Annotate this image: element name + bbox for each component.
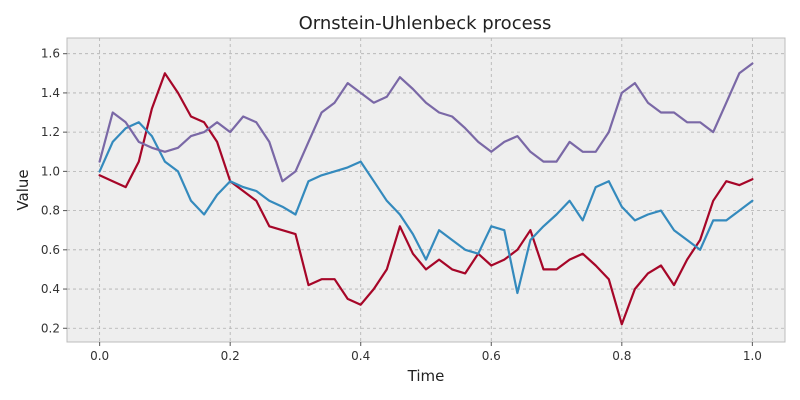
- x-tick-label: 0.8: [612, 349, 631, 363]
- tick-layer: 0.0 0.2 0.4 0.6 0.8 1.0 0.2 0.4 0.6 0.8 1.0 1.2 1.4 1…: [41, 47, 762, 363]
- x-tick-label: 0.0: [90, 349, 109, 363]
- y-tick-label: 1.6: [41, 47, 60, 61]
- x-tick-label: 1.0: [743, 349, 762, 363]
- y-tick-label: 1.0: [41, 164, 60, 178]
- x-tick-label: 0.6: [482, 349, 501, 363]
- plot-area: [66, 37, 786, 343]
- series-layer: [98, 62, 754, 326]
- grid-layer: [67, 38, 785, 342]
- x-tick-label: 0.2: [221, 349, 240, 363]
- chart-title: Ornstein-Uhlenbeck process: [299, 13, 552, 34]
- series-line-2: [98, 121, 754, 295]
- y-tick-label: 1.2: [41, 125, 60, 139]
- series-line-3: [98, 62, 754, 183]
- y-tick-label: 0.8: [41, 204, 60, 218]
- x-tick-label: 0.4: [351, 349, 370, 363]
- x-axis-label: Time: [407, 367, 445, 385]
- y-tick-label: 1.4: [41, 86, 60, 100]
- y-tick-label: 0.2: [41, 321, 60, 335]
- y-tick-label: 0.4: [41, 282, 60, 296]
- y-axis-label: Value: [14, 169, 32, 210]
- y-tick-label: 0.6: [41, 243, 60, 257]
